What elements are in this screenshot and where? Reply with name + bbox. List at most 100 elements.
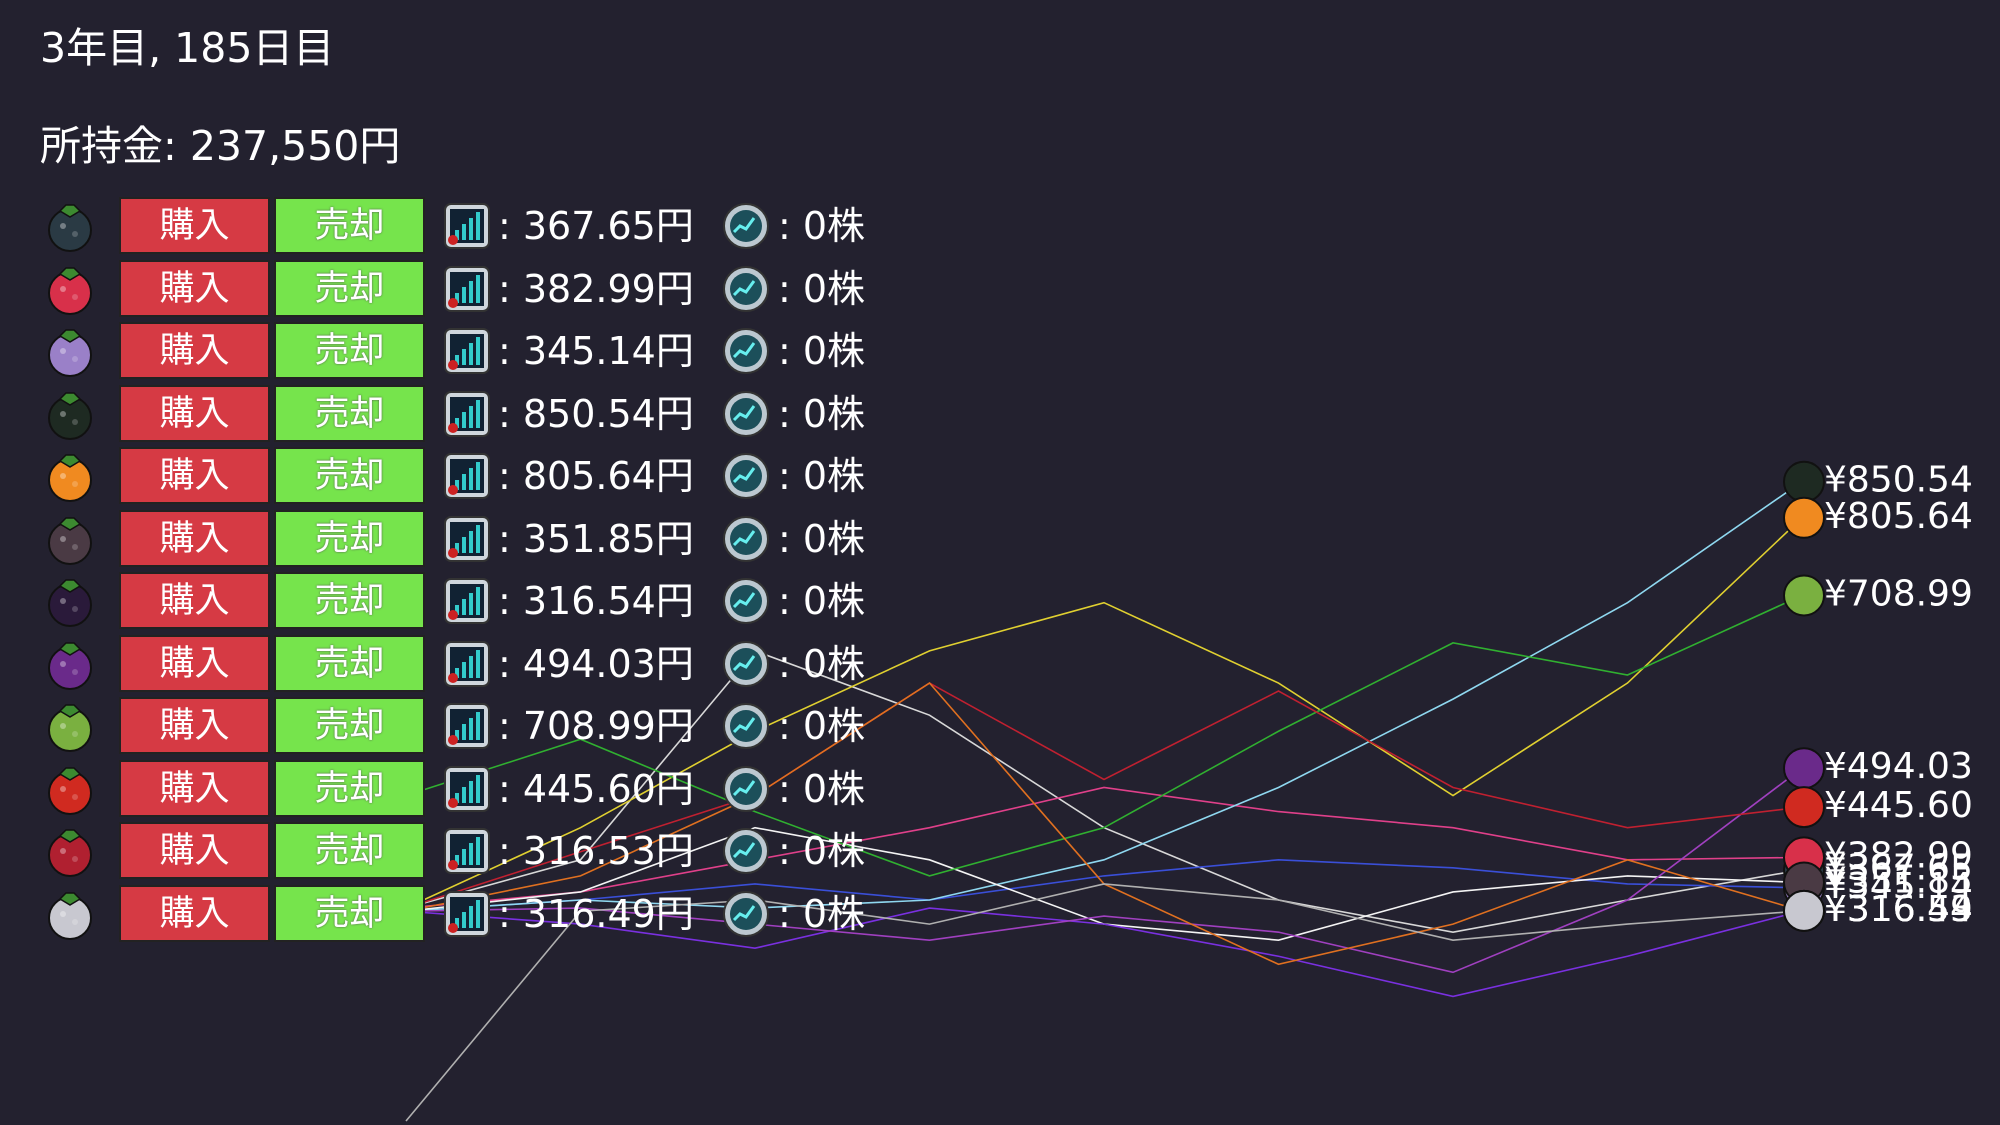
buy-button[interactable]: 購入 [119, 259, 270, 317]
shares-icon [723, 453, 769, 499]
shares-icon [723, 390, 769, 437]
fruit-icon [48, 204, 92, 252]
shares-icon [723, 640, 769, 687]
money-label: 所持金: 237,550円 [40, 122, 401, 170]
shares-text: : 0株 [778, 704, 866, 748]
chart-icon [444, 640, 490, 687]
shares-text: : 0株 [778, 391, 866, 436]
shares-icon [723, 765, 769, 812]
fruit-icon [1783, 496, 1825, 539]
chart-icon [444, 890, 490, 937]
fruit-icon [48, 641, 92, 690]
buy-button[interactable]: 購入 [119, 197, 270, 254]
price-end-label: ¥351.85 [1824, 860, 1973, 901]
sell-button[interactable]: 売却 [274, 822, 425, 879]
shares-icon [723, 890, 769, 937]
shares-icon [723, 703, 769, 749]
sell-button[interactable]: 売却 [274, 322, 425, 379]
market-row: 購入 売却: 805.64円: 0株 [0, 447, 900, 506]
sell-button[interactable]: 売却 [274, 509, 425, 567]
market-row: 購入 売却 : 367.65円 : 0株 [0, 197, 900, 256]
price-end-label: ¥316.49 [1824, 889, 1973, 930]
sell-button[interactable]: 売却 [274, 634, 425, 692]
shares-text: : 0株 [778, 329, 866, 373]
buy-button[interactable]: 購入 [119, 384, 270, 442]
chart-icon [444, 453, 490, 499]
price-text: : 382.99円 [498, 266, 694, 311]
market-row: 購入 売却 : 494.03円 : 0株 [0, 634, 900, 694]
end-marker: ¥805.64 [1783, 496, 1973, 539]
buy-button[interactable]: 購入 [119, 322, 270, 379]
chart-icon [444, 328, 490, 374]
end-marker: ¥445.60 [1783, 785, 1973, 829]
sell-button[interactable]: 売却 [274, 197, 425, 254]
date-label: 3年目, 185日目 [40, 24, 335, 72]
chart-icon [444, 515, 490, 562]
shares-text: : 0株 [778, 204, 866, 248]
price-text: : 445.60円 [498, 766, 694, 811]
shares-text: : 0株 [778, 891, 866, 936]
price-text: : 367.65円 [498, 204, 694, 248]
market-row: 購入 売却: 382.99円: 0株 [0, 259, 900, 319]
end-marker: ¥494.03 [1783, 746, 1973, 790]
shares-icon [723, 203, 769, 249]
chart-icon [444, 828, 490, 874]
fruit-icon [1783, 786, 1825, 829]
fruit-icon [48, 454, 92, 502]
sell-button[interactable]: 売却 [274, 384, 425, 442]
buy-button[interactable]: 購入 [119, 634, 270, 692]
price-text: : 850.54円 [498, 391, 694, 436]
fruit-icon [48, 704, 92, 752]
market-row: 購入 売却 : 850.54円 : 0株 [0, 384, 900, 444]
sell-button[interactable]: 売却 [274, 259, 425, 317]
fruit-icon [48, 579, 92, 627]
fruit-icon [48, 516, 92, 565]
shares-icon [723, 265, 769, 312]
sell-button[interactable]: 売却 [274, 447, 425, 504]
sell-button[interactable]: 売却 [274, 572, 425, 629]
sell-button[interactable]: 売却 [274, 759, 425, 817]
sell-button[interactable]: 売却 [274, 697, 425, 754]
chart-icon [444, 765, 490, 812]
market-row: 購入 売却: 316.54円: 0株 [0, 572, 900, 631]
shares-icon [723, 578, 769, 624]
buy-button[interactable]: 購入 [119, 572, 270, 629]
end-marker: ¥316.49 [1783, 889, 1973, 932]
buy-button[interactable]: 購入 [119, 884, 270, 942]
buy-button[interactable]: 購入 [119, 447, 270, 504]
market-row: 購入 売却: 351.85円: 0株 [0, 509, 900, 569]
price-text: : 494.03円 [498, 641, 694, 686]
shares-text: : 0株 [778, 641, 866, 686]
price-end-label: ¥850.54 [1824, 460, 1973, 501]
price-text: : 345.14円 [498, 329, 694, 373]
price-end-label: ¥345.14 [1824, 866, 1973, 907]
fruit-icon [1783, 889, 1825, 932]
buy-button[interactable]: 購入 [119, 822, 270, 879]
price-text: : 708.99円 [498, 704, 694, 748]
fruit-icon [1783, 574, 1825, 617]
price-text: : 316.49円 [498, 891, 694, 936]
price-end-label: ¥805.64 [1824, 496, 1973, 537]
shares-icon [723, 515, 769, 562]
price-end-label: ¥316.53 [1824, 889, 1973, 930]
fruit-icon [48, 766, 92, 815]
chart-icon [444, 578, 490, 624]
price-line [405, 907, 1803, 998]
price-end-label: ¥708.99 [1824, 573, 1973, 614]
price-line [405, 883, 1803, 1122]
price-end-label: ¥316.54 [1824, 889, 1973, 930]
buy-button[interactable]: 購入 [119, 697, 270, 754]
buy-button[interactable]: 購入 [119, 759, 270, 817]
sell-button[interactable]: 売却 [274, 884, 425, 942]
shares-text: : 0株 [778, 829, 866, 873]
fruit-icon [1783, 460, 1825, 503]
buy-button[interactable]: 購入 [119, 509, 270, 567]
fruit-icon [1783, 747, 1825, 790]
market-row: 購入 売却 : 708.99円 : 0株 [0, 697, 900, 756]
shares-text: : 0株 [778, 454, 866, 498]
shares-text: : 0株 [778, 766, 866, 811]
price-text: : 351.85円 [498, 516, 694, 561]
chart-icon [444, 390, 490, 437]
market-row: 購入 売却 : 345.14円 : 0株 [0, 322, 900, 381]
